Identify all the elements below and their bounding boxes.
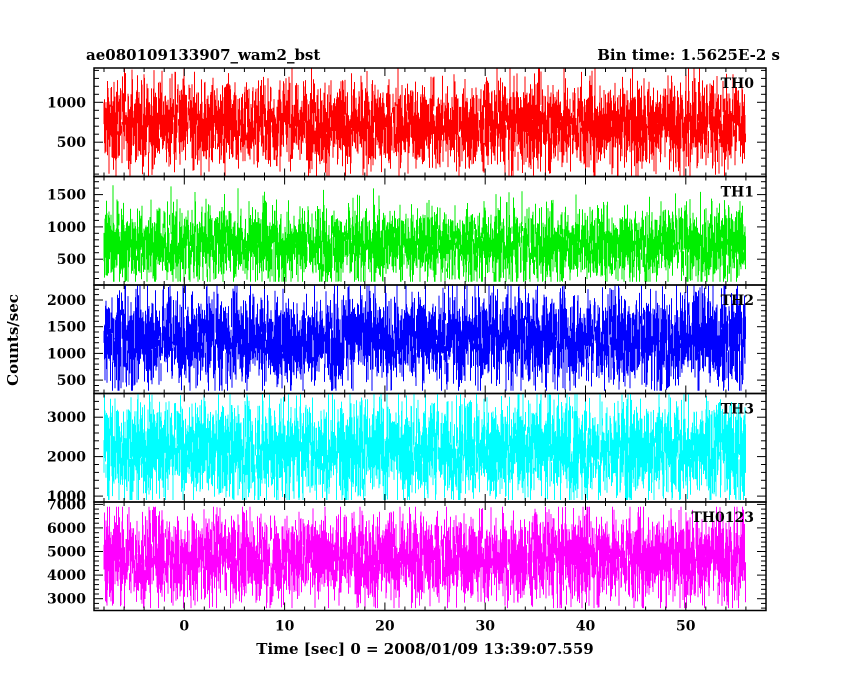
y-tick-label: 3000 (47, 410, 86, 426)
y-tick-label: 500 (57, 135, 86, 151)
panel-th2: 500 1000 1500 2000 TH2 (47, 284, 767, 395)
x-tick-label: 40 (576, 619, 596, 635)
y-axis-title: Counts/sec (4, 294, 22, 386)
y-tick-label: 1000 (47, 220, 86, 236)
x-axis-title: Time [sec] 0 = 2008/01/09 13:39:07.559 (256, 640, 593, 658)
y-tick-label: 2000 (47, 293, 86, 309)
x-tick-label: 50 (676, 619, 696, 635)
y-tick-label: 500 (57, 373, 86, 389)
y-tick-label: 3000 (47, 592, 86, 608)
y-tick-label: 1000 (47, 489, 86, 505)
x-axis-tick-labels: 0 10 20 30 40 50 (179, 619, 695, 635)
series-line-th1 (103, 185, 746, 282)
x-tick-label: 0 (179, 619, 189, 635)
panel-label-th3: TH3 (721, 402, 754, 418)
series-line-th2 (103, 285, 746, 391)
y-tick-label: 500 (57, 252, 86, 268)
chart-title: ae080109133907_wam2_bst (86, 46, 320, 64)
bin-time-label: Bin time: 1.5625E-2 s (597, 46, 780, 64)
series-line-th3 (103, 393, 746, 500)
y-tick-label: 7000 (47, 497, 86, 513)
chart-panels: 500 1000 TH0 500 1000 1500 TH1 500 1000 1500 2000 T… (47, 67, 767, 612)
series-line-th0 (103, 68, 746, 177)
y-tick-label: 1500 (47, 320, 86, 336)
panel-th0: 500 1000 TH0 (47, 67, 767, 178)
y-tick-label: 5000 (47, 545, 86, 561)
x-tick-label: 20 (375, 619, 395, 635)
y-tick-label: 1500 (47, 188, 86, 204)
x-tick-label: 30 (475, 619, 495, 635)
series-line-th0123 (103, 506, 746, 609)
y-tick-label: 1000 (47, 95, 86, 111)
y-tick-label: 1000 (47, 346, 86, 362)
y-tick-label: 4000 (47, 568, 86, 584)
panel-label-th0: TH0 (721, 76, 755, 92)
y-tick-label: 6000 (47, 521, 86, 537)
panel-label-th0123: TH0123 (691, 510, 754, 526)
x-tick-label: 10 (275, 619, 295, 635)
y-tick-label: 2000 (47, 450, 86, 466)
panel-label-th1: TH1 (721, 185, 754, 201)
panel-label-th2: TH2 (721, 293, 754, 309)
panel-th0123: 3000 4000 5000 6000 7000 TH0123 (47, 497, 767, 612)
